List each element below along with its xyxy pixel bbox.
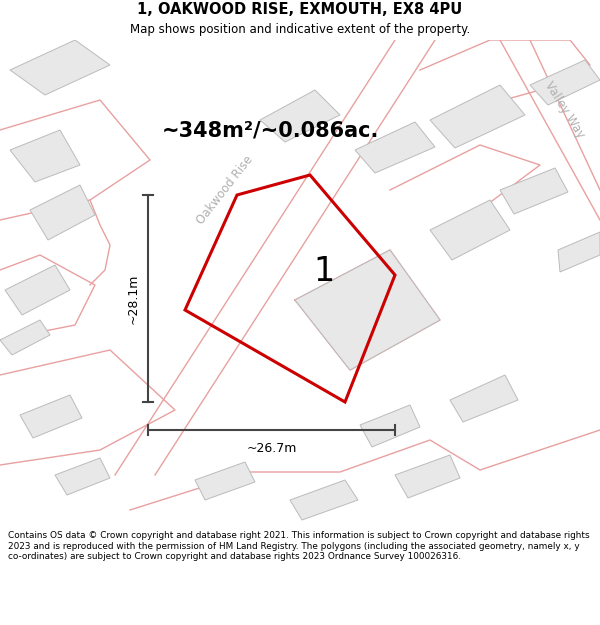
Polygon shape — [430, 200, 510, 260]
Polygon shape — [10, 130, 80, 182]
Text: ~348m²/~0.086ac.: ~348m²/~0.086ac. — [161, 120, 379, 140]
Polygon shape — [10, 40, 110, 95]
Polygon shape — [0, 320, 50, 355]
Text: 1: 1 — [314, 255, 335, 288]
Polygon shape — [500, 168, 568, 214]
Text: Valley Way: Valley Way — [542, 79, 587, 141]
Polygon shape — [450, 375, 518, 422]
Polygon shape — [355, 122, 435, 173]
Polygon shape — [260, 90, 340, 142]
Polygon shape — [30, 185, 95, 240]
Text: Map shows position and indicative extent of the property.: Map shows position and indicative extent… — [130, 24, 470, 36]
Text: ~28.1m: ~28.1m — [127, 273, 140, 324]
Polygon shape — [5, 265, 70, 315]
Text: Oakwood Rise: Oakwood Rise — [194, 153, 256, 227]
Polygon shape — [290, 480, 358, 520]
Polygon shape — [530, 60, 600, 105]
Polygon shape — [558, 232, 600, 272]
Polygon shape — [55, 458, 110, 495]
Polygon shape — [195, 462, 255, 500]
Text: ~26.7m: ~26.7m — [247, 442, 296, 455]
Polygon shape — [395, 455, 460, 498]
Polygon shape — [295, 250, 440, 370]
Polygon shape — [430, 85, 525, 148]
Polygon shape — [20, 395, 82, 438]
Polygon shape — [360, 405, 420, 447]
Text: Contains OS data © Crown copyright and database right 2021. This information is : Contains OS data © Crown copyright and d… — [8, 531, 589, 561]
Text: 1, OAKWOOD RISE, EXMOUTH, EX8 4PU: 1, OAKWOOD RISE, EXMOUTH, EX8 4PU — [137, 2, 463, 18]
